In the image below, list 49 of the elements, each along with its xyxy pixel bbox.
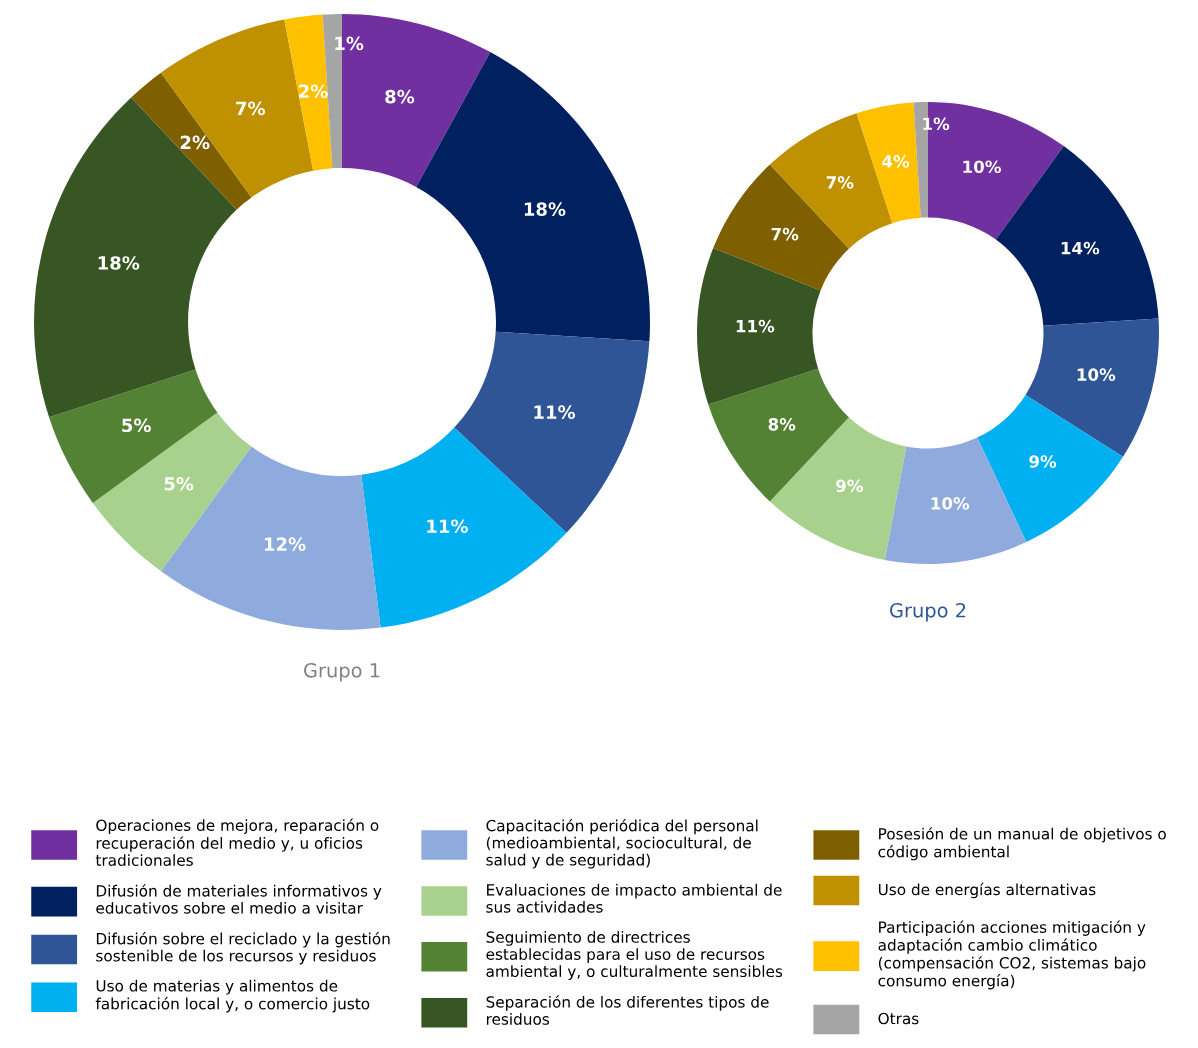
data-label: 2% — [299, 84, 328, 99]
data-label: 7% — [771, 227, 799, 241]
data-label: 5% — [122, 418, 151, 433]
data-label: 12% — [264, 537, 306, 551]
donut-slice — [416, 52, 650, 342]
donut-slice — [284, 14, 333, 171]
data-label: 11% — [736, 319, 775, 333]
data-label: 11% — [427, 519, 468, 534]
donut-slice — [160, 446, 381, 630]
data-label: 9% — [1029, 455, 1057, 468]
data-label: 10% — [1077, 368, 1116, 381]
donut-slice — [769, 417, 907, 560]
data-label: 18% — [98, 256, 140, 270]
donut-slice — [49, 369, 218, 504]
data-label: 2% — [180, 135, 210, 150]
donut-slice — [1025, 318, 1159, 457]
legend-label: Uso de energías alternativas — [878, 882, 1096, 899]
legend-label: Participación acciones mitigación y adaptación cambio climático (compensación CO2, sistemas bajo consumo energía) — [878, 920, 1146, 990]
legend-label: Seguimiento de directrices establecidas para el uso de recursos ambiental y, o culturalmente sensibles — [486, 931, 783, 981]
legend-label: Otras — [878, 1012, 919, 1025]
legend-label: Evaluaciones de impacto ambiental de sus actividades — [486, 883, 782, 913]
donut-slice — [697, 247, 821, 405]
data-label: 8% — [385, 89, 415, 104]
legend-label: Difusión sobre el reciclado y la gestión sostenible de los recursos y residuos — [96, 931, 390, 965]
text: Grupo 2 — [890, 602, 966, 622]
data-label: 5% — [164, 476, 194, 491]
legend-label: Operaciones de mejora, reparación o recuperación del medio y, u oficios tradicionales — [95, 818, 379, 866]
data-label: 7% — [236, 101, 266, 116]
data-label: 14% — [1061, 241, 1100, 255]
data-label: 7% — [826, 176, 854, 189]
donut-slice — [361, 427, 567, 628]
data-label: 10% — [931, 497, 970, 510]
legend-label: Separación de los diferentes tipos de residuos — [486, 995, 769, 1025]
donut-slice — [34, 97, 237, 418]
legend-label: Difusión de materiales informativos y educativos sobre el medio a visitar — [96, 884, 382, 914]
legend-label: Uso de materias y alimentos de fabricación local y, o comercio justo — [95, 979, 370, 1013]
data-label: 11% — [534, 405, 576, 419]
legend-label: Capacitación periódica del personal (medioambiental, sociocultural, de salud y de seguridad) — [486, 818, 758, 869]
donut-slice — [856, 102, 921, 224]
legend-label: Posesión de un manual de objetivos o código ambiental — [878, 827, 1166, 861]
data-label: 9% — [836, 479, 863, 493]
text: Grupo 1 — [304, 662, 380, 682]
donut-slice — [92, 412, 252, 572]
donut-slice — [977, 394, 1124, 543]
data-label: 10% — [963, 160, 1001, 174]
data-label: 18% — [524, 202, 566, 216]
data-label: 4% — [882, 155, 910, 168]
donut-slice — [884, 437, 1027, 564]
data-label: 8% — [768, 418, 796, 431]
